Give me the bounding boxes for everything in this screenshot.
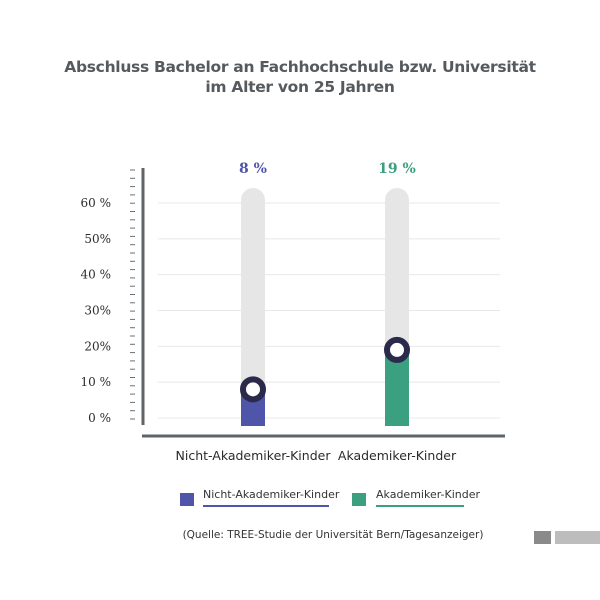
bar-track	[241, 188, 265, 426]
corner-decoration-light	[555, 531, 600, 544]
value-label: 8 %	[239, 161, 267, 177]
y-tick-label: 10 %	[81, 375, 112, 389]
value-label: 19 %	[378, 161, 416, 177]
legend-label: Akademiker-Kinder	[376, 488, 480, 501]
y-tick-label: 60 %	[81, 196, 112, 210]
bar-marker	[240, 376, 266, 403]
category-label: Akademiker-Kinder	[338, 448, 457, 463]
bar-marker	[384, 336, 410, 363]
legend-swatch	[352, 493, 366, 506]
y-tick-label: 40 %	[81, 268, 112, 282]
y-tick-label: 20%	[84, 339, 111, 353]
category-label: Nicht-Akademiker-Kinder	[176, 448, 332, 463]
chart-title-line-1: Abschluss Bachelor an Fachhochschule bzw…	[64, 58, 536, 76]
legend-label: Nicht-Akademiker-Kinder	[203, 488, 340, 501]
y-tick-label: 0 %	[88, 411, 111, 425]
y-tick-label: 30%	[84, 304, 111, 318]
source-note: (Quelle: TREE-Studie der Universität Ber…	[182, 529, 484, 541]
legend-swatch	[180, 493, 194, 506]
corner-decoration-dark	[534, 531, 551, 544]
chart-title-line-2: im Alter von 25 Jahren	[205, 78, 395, 96]
y-tick-label: 50%	[84, 232, 111, 246]
